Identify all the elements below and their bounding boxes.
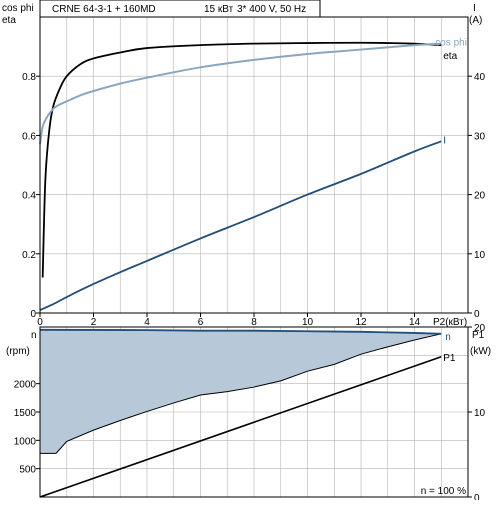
series-line-P1 (39, 355, 442, 498)
left-tick-label: 0.4 (22, 191, 36, 202)
series-label-I: I (443, 135, 446, 146)
lower-left-axis-label-n: n (31, 330, 37, 341)
right-axis-label-unit: (A) (469, 15, 482, 26)
left-tick-label: 1500 (14, 408, 37, 419)
left-tick-label: 0.8 (22, 72, 36, 83)
left-tick-label: 0 (30, 309, 36, 320)
left-axis-label-cosphi: cos phi (2, 3, 34, 14)
left-axis-label-eta: eta (2, 15, 16, 26)
series-label-n: n (445, 332, 451, 343)
header-power: 15 кВт (204, 4, 234, 15)
left-tick-label: 0.6 (22, 131, 36, 142)
left-tick-label: 500 (19, 465, 36, 476)
speed-annotation: n = 100 % (421, 486, 466, 497)
lower-left-axis-label-unit: (rpm) (6, 346, 30, 357)
series-line-cos-phi (39, 42, 442, 145)
speed-range-lower-edge (40, 333, 442, 454)
right-tick-label: 30 (474, 131, 486, 142)
series-label-P1: P1 (443, 353, 456, 364)
x-tick-label: 14 (409, 317, 421, 328)
x-axis-label: P2(кВт) (433, 317, 467, 328)
header-title: CRNE 64-3-1 + 160MD (52, 4, 156, 15)
right-axis-label-i: I (473, 3, 476, 14)
right-tick-label: 0 (474, 493, 480, 500)
lower-right-axis-label-p1: P1 (472, 330, 485, 341)
x-tick-label: 10 (302, 317, 314, 328)
left-tick-label: 2000 (14, 380, 37, 391)
right-tick-label: 20 (474, 323, 486, 334)
right-tick-label: 0 (474, 309, 480, 320)
right-tick-label: 20 (474, 191, 486, 202)
series-line-eta (41, 41, 442, 278)
lower-right-axis-label-unit: (kW) (470, 346, 491, 357)
x-tick-label: 8 (251, 317, 257, 328)
speed-range-area (40, 329, 442, 454)
x-tick-label: 12 (355, 317, 367, 328)
right-tick-label: 10 (474, 408, 486, 419)
x-tick-label: 4 (144, 317, 150, 328)
right-tick-label: 40 (474, 72, 486, 83)
series-line-I (39, 140, 442, 311)
header-supply: 3* 400 V, 50 Hz (237, 4, 306, 15)
series-label-eta: eta (443, 51, 457, 62)
series-label-cos-phi: cos phi (435, 38, 467, 49)
x-tick-label: 6 (198, 317, 204, 328)
left-tick-label: 1000 (14, 436, 37, 447)
series-line-n (39, 328, 442, 335)
left-tick-label: 0.2 (22, 250, 36, 261)
x-tick-label: 2 (91, 317, 97, 328)
right-tick-label: 10 (474, 250, 486, 261)
x-tick-label: 0 (37, 317, 43, 328)
